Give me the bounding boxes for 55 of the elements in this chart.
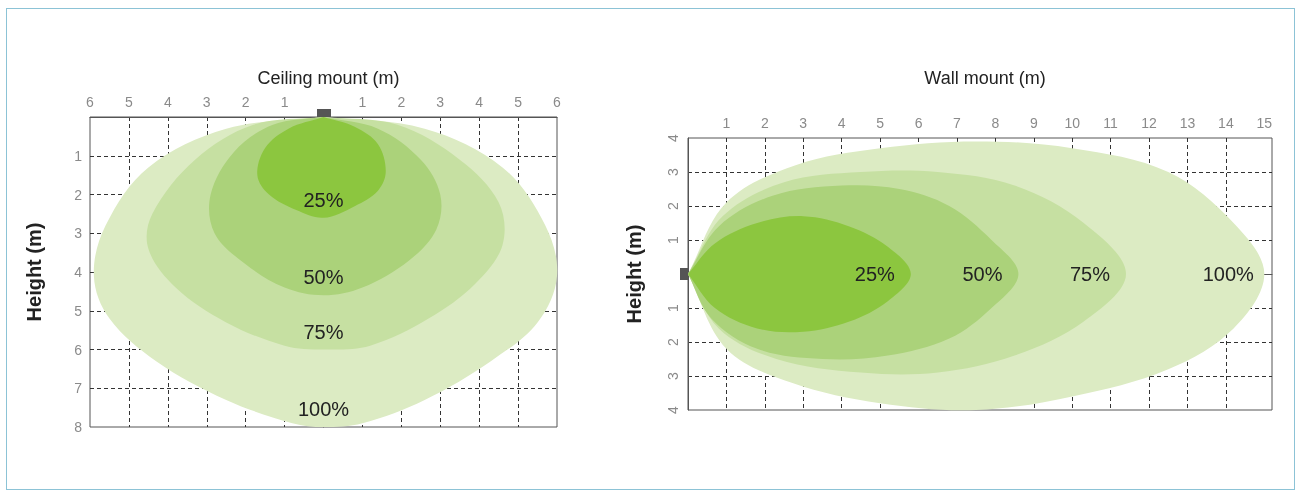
y-tick-label: 2 (74, 186, 83, 203)
y-tick-label: 4 (665, 133, 681, 142)
x-tick-label: 1 (722, 115, 731, 131)
series-label: 75% (303, 320, 344, 343)
y-axis-title: Height (m) (623, 224, 645, 324)
x-tick-label: 4 (475, 94, 484, 110)
x-tick-label: 3 (436, 94, 445, 110)
x-tick-label: 8 (991, 115, 1000, 131)
y-tick-label: 8 (74, 419, 83, 435)
x-tick-label: 2 (760, 115, 769, 131)
y-tick-label: 1 (665, 303, 681, 312)
x-tick-label: 12 (1141, 115, 1158, 131)
x-tick-label: 9 (1029, 115, 1038, 131)
series-label: 50% (303, 266, 344, 289)
y-tick-label: 1 (74, 147, 83, 164)
x-tick-label: 3 (799, 115, 808, 131)
y-tick-label: 5 (74, 302, 83, 319)
series-label: 25% (303, 188, 344, 211)
x-tick-label: 6 (914, 115, 923, 131)
x-tick-label: 2 (241, 94, 250, 110)
x-tick-label: 1 (280, 94, 289, 110)
series-label: 100% (297, 398, 350, 420)
x-tick-label: 1 (358, 94, 367, 110)
x-tick-label: 14 (1218, 115, 1234, 131)
x-tick-label: 6 (86, 94, 95, 110)
y-tick-label: 4 (74, 264, 83, 280)
y-tick-label: 3 (665, 371, 681, 380)
x-tick-label: 5 (514, 94, 523, 110)
x-tick-label: 4 (163, 94, 172, 110)
y-tick-label: 4 (665, 405, 681, 414)
x-tick-label: 4 (837, 115, 846, 131)
y-tick-label: 7 (74, 380, 83, 397)
series-label: 25% (854, 263, 896, 285)
x-tick-label: 11 (1103, 115, 1119, 131)
y-tick-label: 2 (665, 201, 681, 210)
series-label: 75% (1069, 263, 1111, 285)
y-tick-label: 6 (74, 341, 83, 358)
series-label: 50% (962, 263, 1003, 285)
x-tick-label: 2 (397, 94, 406, 110)
chart-title: Wall mount (m) (924, 68, 1046, 88)
y-tick-label: 3 (665, 167, 681, 176)
y-tick-label: 3 (74, 225, 83, 242)
x-tick-label: 13 (1179, 115, 1196, 131)
y-axis-title: Height (m) (23, 222, 45, 322)
x-tick-label: 10 (1064, 115, 1081, 131)
y-tick-label: 2 (665, 337, 681, 346)
x-tick-label: 5 (125, 94, 134, 110)
x-tick-label: 15 (1256, 115, 1273, 131)
y-tick-label: 1 (665, 235, 681, 244)
x-tick-label: 6 (553, 94, 562, 110)
series-label: 100% (1202, 263, 1255, 285)
x-tick-label: 3 (202, 94, 211, 110)
chart-title: Ceiling mount (m) (257, 68, 400, 88)
x-tick-label: 5 (876, 115, 885, 131)
x-tick-label: 7 (953, 115, 962, 131)
